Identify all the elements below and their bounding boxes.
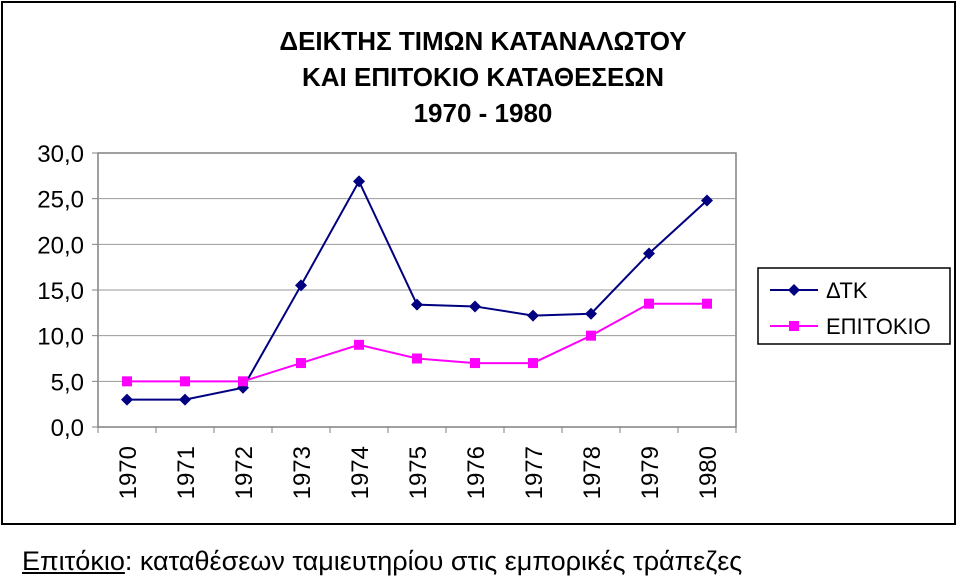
data-point-square [180, 376, 190, 387]
data-point-square [528, 358, 538, 369]
data-point-square [122, 376, 132, 387]
data-point-diamond [295, 279, 307, 292]
x-tick-label: 1979 [637, 446, 664, 499]
data-point-square [354, 339, 364, 350]
data-point-square [470, 358, 480, 369]
x-tick-label: 1978 [579, 446, 606, 499]
data-point-diamond [643, 247, 655, 260]
x-tick-label: 1973 [289, 446, 316, 499]
chart-title-line: 1970 - 1980 [414, 98, 553, 128]
data-point-diamond [701, 194, 713, 207]
caption-text: : καταθέσεων ταμιευτηρίου στις εμπορικές… [124, 546, 743, 576]
data-point-square [296, 358, 306, 369]
data-point-square [702, 298, 712, 309]
legend-box [757, 267, 951, 345]
chart-frame [1, 1, 956, 525]
x-tick-label: 1980 [695, 446, 722, 499]
data-point-diamond [469, 300, 481, 313]
chart-caption: Επιτόκιο: καταθέσεων ταμιευτηρίου στις ε… [22, 545, 742, 577]
data-point-diamond [585, 307, 597, 320]
data-point-diamond [121, 393, 133, 406]
data-point-diamond [527, 309, 539, 322]
legend-marker-square [789, 321, 799, 331]
y-tick-label: 0,0 [51, 415, 84, 442]
y-tick-label: 5,0 [51, 369, 84, 396]
x-tick-label: 1976 [463, 446, 490, 499]
y-tick-label: 20,0 [37, 232, 84, 259]
legend-marker-diamond [788, 284, 800, 296]
data-point-square [644, 298, 654, 309]
data-point-square [586, 330, 596, 341]
x-tick-label: 1975 [405, 446, 432, 499]
data-point-diamond [353, 175, 365, 188]
y-tick-label: 25,0 [37, 187, 84, 214]
y-tick-label: 30,0 [37, 141, 84, 168]
chart-title-line: ΔΕΙΚΤΗΣ ΤΙΜΩΝ ΚΑΤΑΝΑΛΩΤΟΥ [279, 26, 686, 56]
legend-label: ΕΠΙΤΟΚΙΟ [826, 314, 931, 339]
data-point-diamond [179, 393, 191, 406]
x-tick-label: 1971 [173, 446, 200, 499]
data-point-square [238, 376, 248, 387]
x-tick-label: 1972 [231, 446, 258, 499]
data-point-diamond [411, 298, 423, 311]
x-tick-label: 1977 [521, 446, 548, 499]
line-chart: ΔΕΙΚΤΗΣ ΤΙΜΩΝ ΚΑΤΑΝΑΛΩΤΟΥ ΚΑΙ ΕΠΙΤΟΚΙΟ ΚΑ… [37, 26, 951, 499]
y-tick-label: 10,0 [37, 324, 84, 351]
data-point-square [412, 353, 422, 364]
y-tick-label: 15,0 [37, 278, 84, 305]
x-tick-label: 1970 [115, 446, 142, 499]
caption-term: Επιτόκιο [22, 546, 125, 576]
x-tick-label: 1974 [347, 446, 374, 499]
chart-title-line: ΚΑΙ ΕΠΙΤΟΚΙΟ ΚΑΤΑΘΕΣΕΩΝ [302, 62, 664, 92]
legend-label: ΔΤΚ [826, 278, 868, 303]
